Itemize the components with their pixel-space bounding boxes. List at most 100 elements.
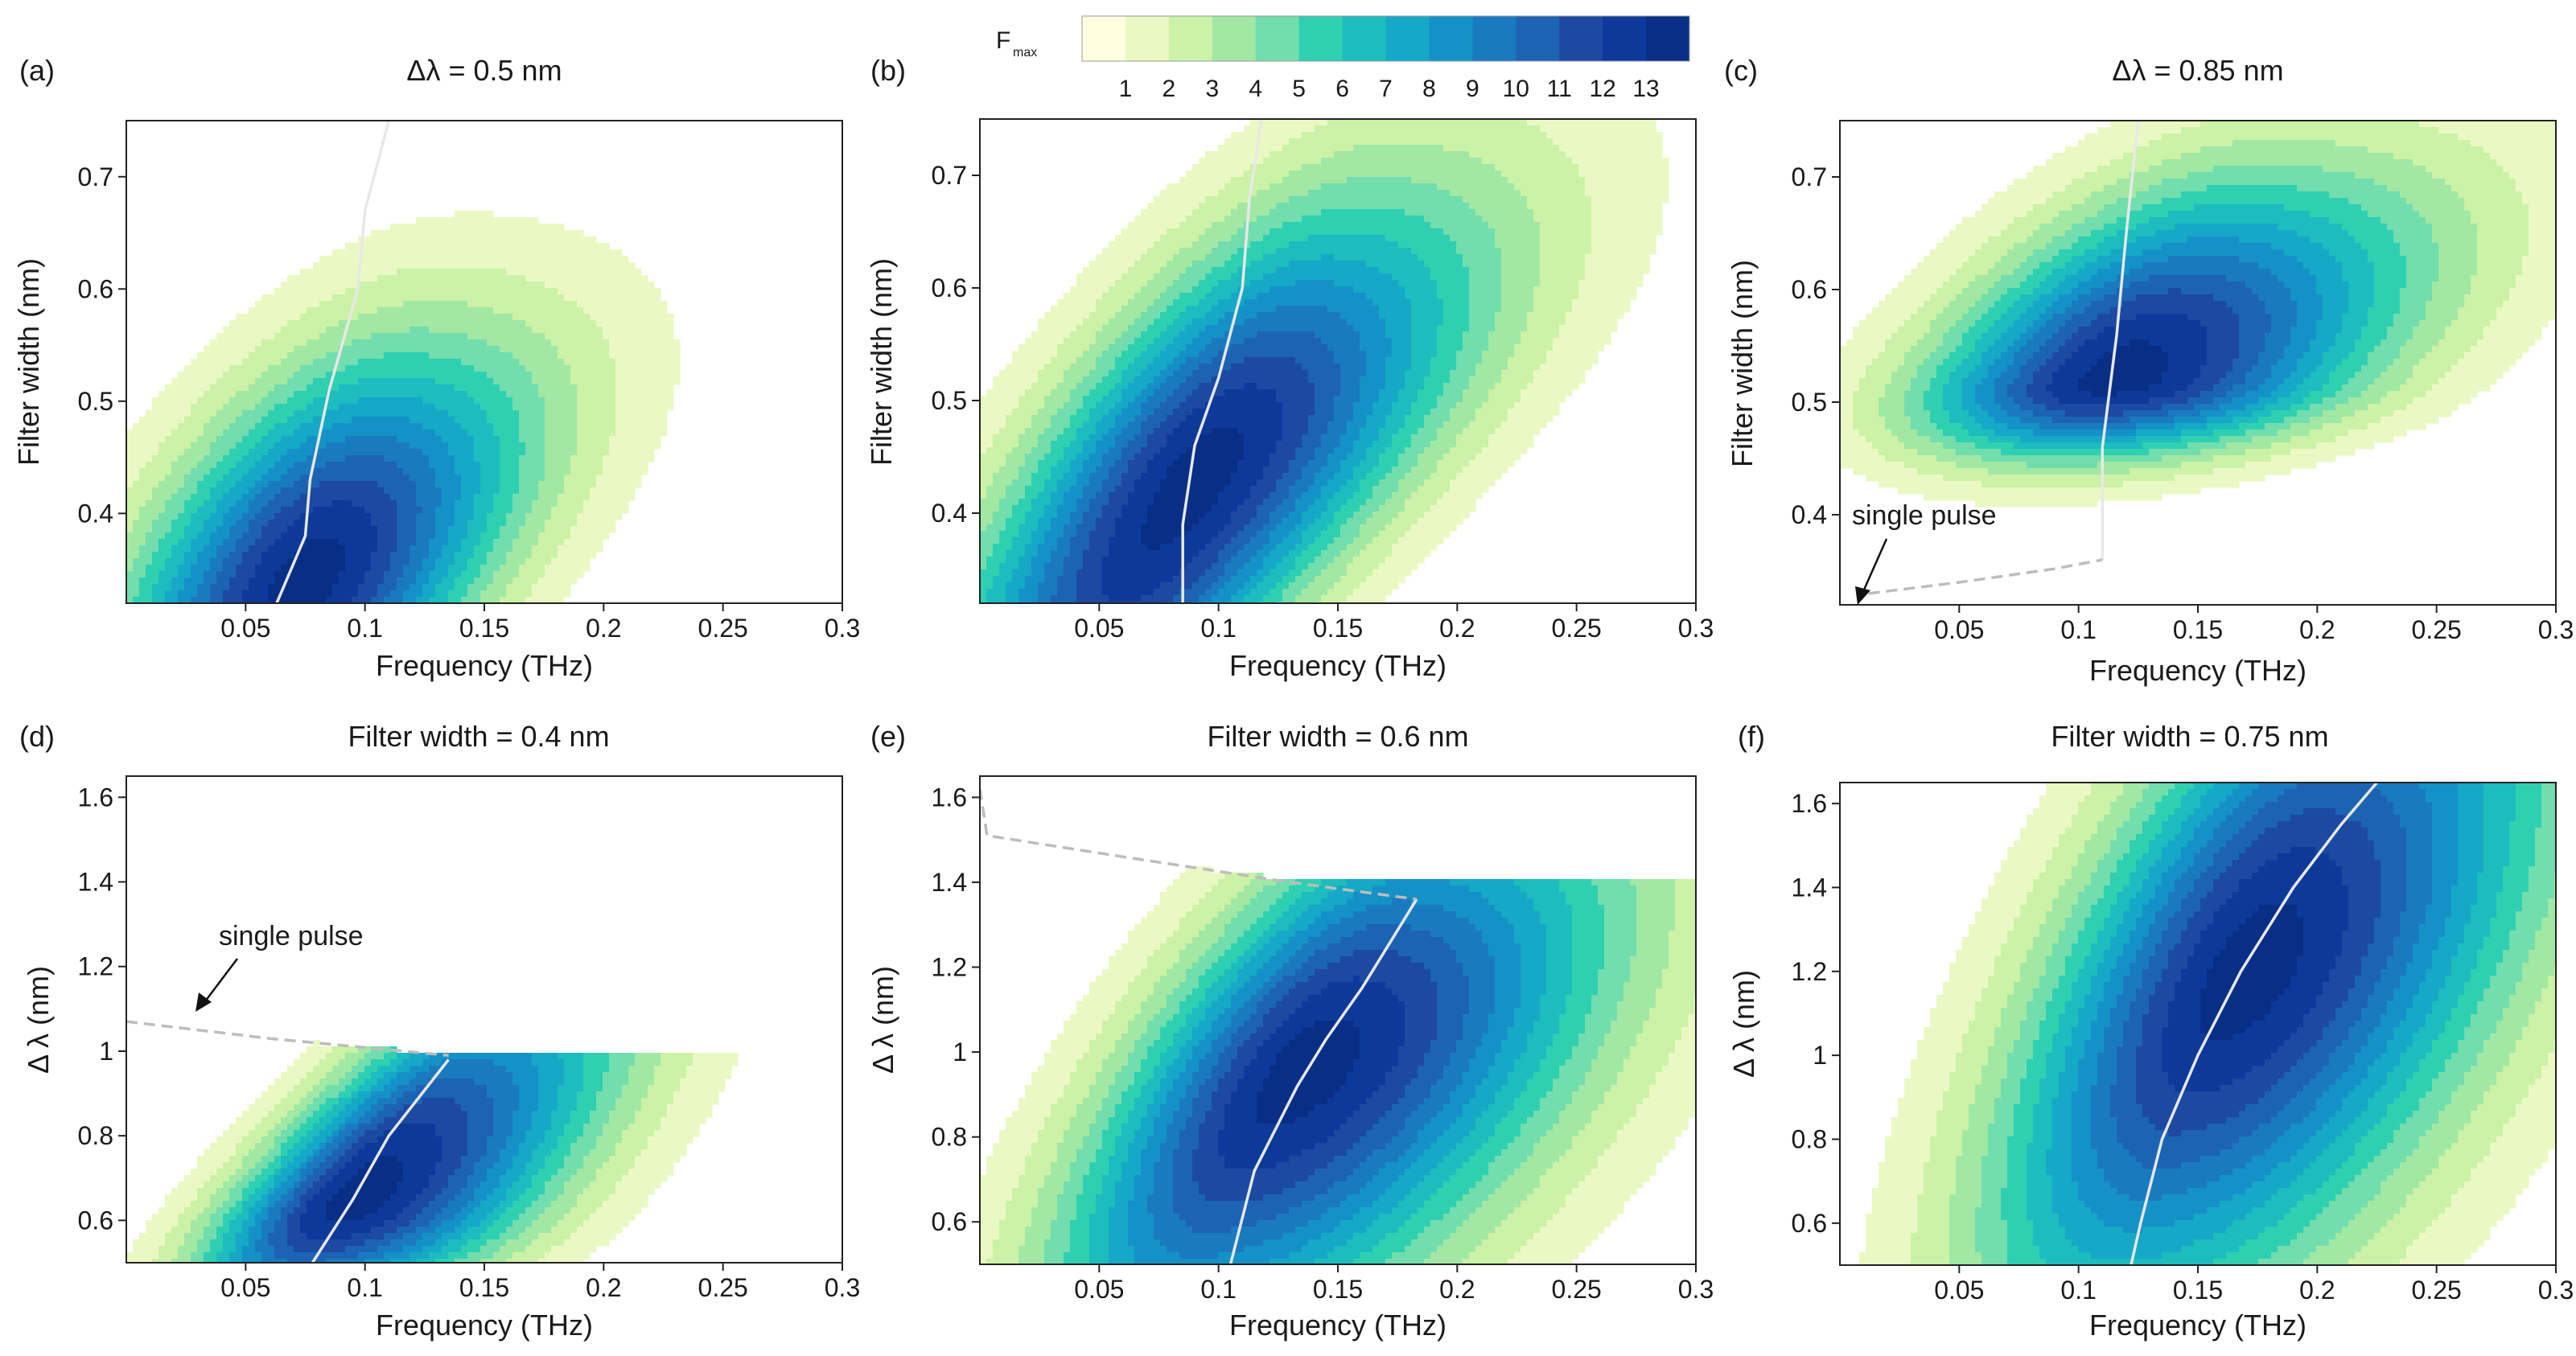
heatmap-cell — [371, 236, 378, 244]
heatmap-cell — [628, 320, 636, 327]
heatmap-cell — [204, 417, 211, 424]
heatmap-cell — [242, 475, 249, 482]
heatmap-cell — [416, 256, 423, 263]
heatmap-cell — [1533, 158, 1541, 165]
heatmap-cell — [512, 429, 520, 437]
colorbar-ticks: 1 2 3 4 5 6 7 8 9 10 11 12 13 — [1119, 76, 1660, 102]
heatmap-cell — [1205, 171, 1212, 178]
heatmap-cell — [403, 545, 410, 553]
heatmap-cell — [506, 423, 513, 430]
heatmap-cell — [558, 404, 565, 411]
heatmap-cell — [146, 449, 153, 456]
heatmap-cell — [261, 481, 269, 488]
heatmap-cell — [158, 545, 166, 553]
heatmap-cell — [1566, 138, 1573, 146]
heatmap-cell — [1295, 183, 1302, 191]
heatmap-cell — [519, 397, 526, 405]
heatmap-cell — [519, 475, 526, 482]
heatmap-cell — [1269, 138, 1277, 146]
heatmap-cell — [583, 558, 591, 565]
heatmap-cell — [281, 359, 288, 366]
heatmap-cell — [1340, 183, 1348, 191]
heatmap-cell — [493, 314, 500, 321]
heatmap-cell — [242, 327, 249, 334]
heatmap-cell — [538, 301, 545, 308]
heatmap-cell — [429, 423, 436, 430]
heatmap-cell — [532, 539, 539, 546]
heatmap-cell — [268, 417, 275, 424]
heatmap-cell — [352, 468, 359, 475]
heatmap-cell — [236, 552, 243, 559]
heatmap-cell — [165, 417, 172, 424]
heatmap-cell — [474, 327, 481, 334]
heatmap-cell — [1366, 132, 1373, 139]
heatmap-cell — [1469, 132, 1476, 139]
heatmap-cell — [403, 449, 410, 456]
heatmap-cell — [628, 301, 636, 308]
heatmap-cell — [191, 507, 198, 514]
heatmap-cell — [274, 397, 282, 405]
heatmap-cell — [1527, 125, 1534, 133]
heatmap-cell — [384, 384, 391, 392]
heatmap-cell — [184, 545, 191, 553]
heatmap-cell — [590, 301, 597, 308]
heatmap-cell — [1340, 151, 1348, 158]
heatmap-cell — [358, 513, 365, 520]
heatmap-cell — [204, 449, 211, 456]
heatmap-cell — [1347, 119, 1354, 126]
heatmap-cell — [564, 481, 571, 488]
heatmap-cell — [532, 584, 539, 591]
heatmap-cell — [165, 545, 172, 553]
heatmap-cell — [474, 571, 481, 578]
heatmap-cell — [236, 577, 243, 585]
heatmap-cell — [345, 423, 352, 430]
heatmap-cell — [352, 333, 359, 340]
heatmap-cell — [397, 429, 404, 437]
heatmap-cell — [1398, 125, 1405, 133]
heatmap-cell — [570, 487, 578, 495]
heatmap-cell — [191, 429, 198, 437]
heatmap-cell — [255, 442, 262, 450]
heatmap-cell — [409, 558, 417, 565]
heatmap-cell — [1302, 171, 1309, 178]
heatmap-cell — [319, 520, 327, 527]
heatmap-cell — [1366, 151, 1373, 158]
heatmap-cell — [435, 565, 442, 572]
heatmap-cell — [1559, 151, 1566, 158]
heatmap-cell — [371, 327, 378, 334]
heatmap-cell — [1398, 177, 1405, 184]
heatmap-cell — [332, 384, 339, 392]
heatmap-cell — [545, 494, 552, 501]
heatmap-cell — [615, 455, 623, 462]
heatmap-cell — [603, 320, 610, 327]
heatmap-cell — [326, 500, 333, 507]
heatmap-cell — [461, 262, 468, 269]
heatmap-cell — [345, 372, 352, 379]
heatmap-cell — [609, 513, 616, 520]
heatmap-cell — [416, 436, 423, 443]
heatmap-cell — [1289, 183, 1296, 191]
heatmap-cell — [287, 281, 294, 289]
heatmap-cell — [1250, 158, 1257, 165]
heatmap-cell — [455, 590, 462, 598]
heatmap-cell — [442, 423, 449, 430]
heatmap-cell — [178, 391, 185, 398]
heatmap-cell — [570, 526, 578, 533]
heatmap-cell — [319, 507, 327, 514]
heatmap-cell — [249, 526, 256, 533]
heatmap-cell — [319, 449, 327, 456]
heatmap-cell — [538, 320, 545, 327]
heatmap-cell — [455, 391, 462, 398]
heatmap-cell — [1437, 164, 1444, 171]
heatmap-cell — [397, 327, 404, 334]
heatmap-cell — [223, 333, 230, 340]
heatmap-cell — [506, 384, 513, 392]
heatmap-cell — [326, 288, 333, 295]
heatmap-cell — [435, 397, 442, 405]
heatmap-cell — [558, 500, 565, 507]
heatmap-cell — [448, 417, 455, 424]
heatmap-cell — [236, 384, 243, 392]
heatmap-cell — [268, 359, 275, 366]
heatmap-cell — [467, 301, 475, 308]
heatmap-cell — [1533, 171, 1541, 178]
